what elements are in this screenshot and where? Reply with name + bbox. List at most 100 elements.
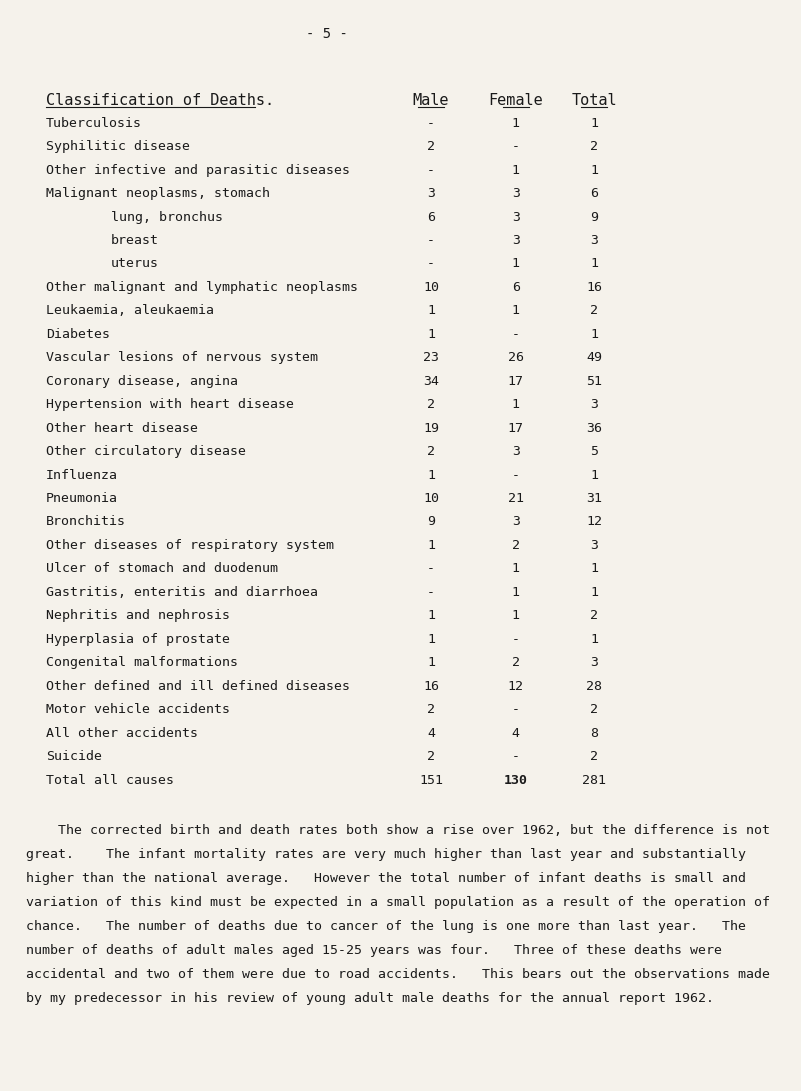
Text: -: -: [427, 257, 435, 271]
Text: Congenital malformations: Congenital malformations: [46, 657, 238, 669]
Text: 16: 16: [423, 680, 439, 693]
Text: 1: 1: [512, 609, 520, 622]
Text: by my predecessor in his review of young adult male deaths for the annual report: by my predecessor in his review of young…: [26, 993, 714, 1005]
Text: 130: 130: [504, 774, 528, 787]
Text: great.    The infant mortality rates are very much higher than last year and sub: great. The infant mortality rates are ve…: [26, 849, 746, 861]
Text: Other infective and parasitic diseases: Other infective and parasitic diseases: [46, 164, 350, 177]
Text: Influenza: Influenza: [46, 469, 118, 481]
Text: 2: 2: [427, 704, 435, 716]
Text: 1: 1: [427, 657, 435, 669]
Text: -: -: [512, 469, 520, 481]
Text: 1: 1: [590, 117, 598, 130]
Text: 2: 2: [427, 445, 435, 458]
Text: Other diseases of respiratory system: Other diseases of respiratory system: [46, 539, 334, 552]
Text: Coronary disease, angina: Coronary disease, angina: [46, 375, 238, 387]
Text: Other circulatory disease: Other circulatory disease: [46, 445, 246, 458]
Text: 2: 2: [590, 751, 598, 763]
Text: 3: 3: [512, 211, 520, 224]
Text: breast: breast: [111, 235, 159, 247]
Text: -: -: [512, 328, 520, 340]
Text: 34: 34: [423, 375, 439, 387]
Text: 151: 151: [419, 774, 443, 787]
Text: 3: 3: [590, 539, 598, 552]
Text: Vascular lesions of nervous system: Vascular lesions of nervous system: [46, 351, 318, 364]
Text: Total all causes: Total all causes: [46, 774, 174, 787]
Text: 6: 6: [427, 211, 435, 224]
Text: -: -: [512, 141, 520, 153]
Text: 1: 1: [590, 633, 598, 646]
Text: 9: 9: [590, 211, 598, 224]
Text: 10: 10: [423, 492, 439, 505]
Text: 1: 1: [590, 586, 598, 599]
Text: chance.   The number of deaths due to cancer of the lung is one more than last y: chance. The number of deaths due to canc…: [26, 920, 746, 933]
Text: The corrected birth and death rates both show a rise over 1962, but the differen: The corrected birth and death rates both…: [26, 825, 770, 837]
Text: 4: 4: [512, 727, 520, 740]
Text: 1: 1: [427, 539, 435, 552]
Text: 2: 2: [512, 657, 520, 669]
Text: Motor vehicle accidents: Motor vehicle accidents: [46, 704, 230, 716]
Text: -: -: [427, 164, 435, 177]
Text: 1: 1: [590, 563, 598, 575]
Text: - 5 -: - 5 -: [305, 27, 348, 41]
Text: -: -: [427, 586, 435, 599]
Text: 1: 1: [512, 586, 520, 599]
Text: 1: 1: [512, 304, 520, 317]
Text: 1: 1: [427, 633, 435, 646]
Text: Gastritis, enteritis and diarrhoea: Gastritis, enteritis and diarrhoea: [46, 586, 318, 599]
Text: Classification of Deaths.: Classification of Deaths.: [46, 93, 274, 108]
Text: 1: 1: [512, 257, 520, 271]
Text: 1: 1: [590, 328, 598, 340]
Text: Female: Female: [489, 93, 543, 108]
Text: 23: 23: [423, 351, 439, 364]
Text: Ulcer of stomach and duodenum: Ulcer of stomach and duodenum: [46, 563, 278, 575]
Text: 9: 9: [427, 516, 435, 528]
Text: 3: 3: [512, 235, 520, 247]
Text: 1: 1: [427, 304, 435, 317]
Text: -: -: [512, 704, 520, 716]
Text: Tuberculosis: Tuberculosis: [46, 117, 142, 130]
Text: 17: 17: [508, 422, 524, 434]
Text: 49: 49: [586, 351, 602, 364]
Text: 3: 3: [512, 188, 520, 200]
Text: 26: 26: [508, 351, 524, 364]
Text: 5: 5: [590, 445, 598, 458]
Text: Other heart disease: Other heart disease: [46, 422, 198, 434]
Text: 12: 12: [508, 680, 524, 693]
Text: Male: Male: [413, 93, 449, 108]
Text: uterus: uterus: [111, 257, 159, 271]
Text: 21: 21: [508, 492, 524, 505]
Text: 8: 8: [590, 727, 598, 740]
Text: -: -: [427, 563, 435, 575]
Text: 2: 2: [512, 539, 520, 552]
Text: 16: 16: [586, 281, 602, 293]
Text: -: -: [427, 235, 435, 247]
Text: Pneumonia: Pneumonia: [46, 492, 118, 505]
Text: 2: 2: [590, 704, 598, 716]
Text: 28: 28: [586, 680, 602, 693]
Text: Total: Total: [571, 93, 617, 108]
Text: -: -: [512, 751, 520, 763]
Text: Other defined and ill defined diseases: Other defined and ill defined diseases: [46, 680, 350, 693]
Text: 1: 1: [512, 563, 520, 575]
Text: 1: 1: [512, 398, 520, 411]
Text: 10: 10: [423, 281, 439, 293]
Text: Bronchitis: Bronchitis: [46, 516, 126, 528]
Text: -: -: [427, 117, 435, 130]
Text: All other accidents: All other accidents: [46, 727, 198, 740]
Text: 31: 31: [586, 492, 602, 505]
Text: 1: 1: [590, 164, 598, 177]
Text: 6: 6: [512, 281, 520, 293]
Text: 6: 6: [590, 188, 598, 200]
Text: 2: 2: [590, 141, 598, 153]
Text: Nephritis and nephrosis: Nephritis and nephrosis: [46, 609, 230, 622]
Text: 3: 3: [512, 445, 520, 458]
Text: 1: 1: [427, 469, 435, 481]
Text: 3: 3: [590, 398, 598, 411]
Text: Malignant neoplasms, stomach: Malignant neoplasms, stomach: [46, 188, 270, 200]
Text: 1: 1: [427, 609, 435, 622]
Text: Diabetes: Diabetes: [46, 328, 110, 340]
Text: Other malignant and lymphatic neoplasms: Other malignant and lymphatic neoplasms: [46, 281, 358, 293]
Text: Hypertension with heart disease: Hypertension with heart disease: [46, 398, 294, 411]
Text: 2: 2: [427, 751, 435, 763]
Text: variation of this kind must be expected in a small population as a result of the: variation of this kind must be expected …: [26, 896, 770, 909]
